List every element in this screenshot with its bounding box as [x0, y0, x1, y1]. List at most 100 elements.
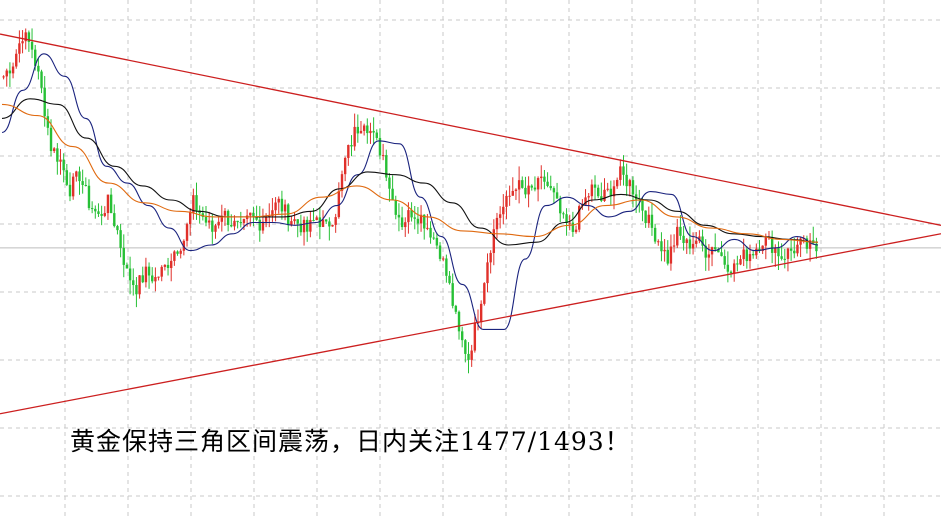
candle-body [103, 213, 106, 216]
candle-body [252, 212, 255, 217]
candle-body [188, 212, 192, 225]
candle-body [217, 221, 220, 226]
candle-body [350, 145, 353, 147]
candle-body [464, 340, 467, 354]
candle-body [46, 116, 50, 128]
candle-body [400, 217, 404, 228]
candle-body [40, 71, 43, 88]
candle-body [113, 213, 116, 227]
candle-body [540, 176, 543, 179]
candle-body [324, 219, 328, 222]
candle-body [479, 303, 483, 323]
candle-body [18, 43, 21, 54]
candle-body [555, 192, 559, 199]
candle-body [631, 180, 635, 195]
candle-body [331, 224, 334, 227]
candle-body [549, 185, 552, 189]
candle-body [154, 277, 157, 282]
candle-body [777, 248, 780, 257]
moving-average-line [1, 98, 819, 246]
candle-body [676, 226, 679, 246]
candle-body [514, 189, 518, 192]
candle-body [24, 32, 27, 42]
candle-body [454, 305, 458, 312]
candle-body [799, 238, 802, 245]
candle-body [122, 247, 125, 265]
candle-body [574, 229, 578, 232]
candle-body [182, 240, 186, 251]
candle-body [274, 202, 277, 211]
candle-body [242, 219, 246, 224]
candle-body [413, 217, 416, 219]
candle-body [470, 350, 473, 360]
candle-body [37, 65, 40, 72]
candle-body [30, 41, 34, 50]
candle-body [271, 210, 274, 217]
candle-body [109, 194, 113, 214]
candle-body [106, 194, 110, 214]
candle-body [65, 170, 69, 185]
candle-body [75, 171, 78, 177]
candle-body [805, 238, 809, 249]
candle-body [261, 221, 265, 231]
candle-body [128, 268, 132, 281]
candle-body [609, 188, 613, 197]
candle-body [416, 218, 420, 224]
candle-body [426, 227, 429, 229]
candle-body [214, 225, 217, 232]
candle-body [299, 223, 303, 233]
candle-body [306, 219, 309, 232]
candle-body [511, 191, 514, 196]
trendline [0, 33, 941, 226]
candle-body [52, 148, 56, 152]
candle-body [157, 276, 160, 278]
candle-body [277, 198, 280, 203]
candle-body [179, 250, 182, 254]
candle-body [615, 179, 619, 187]
candle-body [584, 197, 587, 205]
candle-body [723, 256, 726, 265]
candle-body [419, 214, 423, 224]
candle-body [84, 185, 88, 187]
candle-body [381, 155, 385, 157]
candle-body [287, 204, 290, 226]
candle-body [562, 213, 565, 215]
candle-body [264, 217, 268, 222]
candle-body [407, 210, 410, 223]
candle-body [318, 217, 322, 227]
candle-body [391, 188, 394, 201]
candle-body [707, 254, 711, 258]
candle-body [726, 264, 730, 272]
candle-body [739, 259, 742, 265]
candle-body [195, 195, 198, 211]
candle-body [774, 248, 777, 253]
candle-body [578, 206, 581, 230]
candle-body [530, 185, 533, 188]
candle-body [283, 204, 287, 212]
candle-body [100, 213, 103, 216]
candle-body [565, 214, 568, 224]
candle-body [423, 214, 426, 229]
candle-body [650, 214, 654, 228]
candle-body [207, 220, 211, 223]
candle-body [388, 177, 391, 189]
candle-body [429, 227, 432, 238]
candle-body [49, 127, 53, 152]
candle-body [163, 264, 167, 267]
candle-body [385, 155, 388, 178]
candle-body [369, 130, 372, 134]
candle-body [634, 194, 638, 200]
candle-body [192, 195, 195, 213]
moving-average-line [1, 53, 819, 330]
candle-body [62, 159, 65, 171]
candle-body [736, 263, 739, 265]
candle-body [394, 200, 397, 215]
candle-body [489, 252, 492, 263]
candle-body [685, 239, 688, 244]
candle-body [603, 189, 606, 201]
candle-body [682, 235, 685, 244]
candle-body [457, 311, 461, 332]
candle-body [505, 195, 508, 207]
candle-body [622, 166, 625, 175]
candle-body [59, 159, 62, 162]
